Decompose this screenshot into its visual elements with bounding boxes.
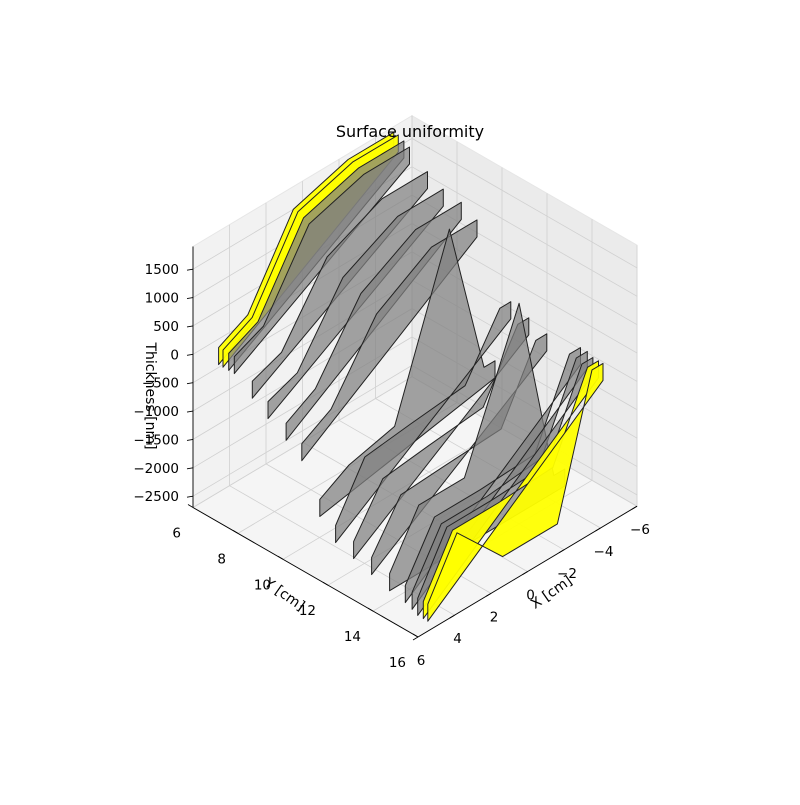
z-tick-label: 1500: [145, 262, 179, 278]
x-tick-mark: [595, 527, 601, 532]
y-axis-label: Y [cm]: [260, 575, 307, 615]
thickness-slab: [301, 219, 478, 462]
z-tick-label: −1000: [133, 404, 179, 420]
z-tick-mark: [186, 438, 194, 441]
z-tick-label: −2500: [133, 489, 179, 505]
z-tick-mark: [186, 410, 194, 413]
z-tick-label: −500: [142, 376, 179, 392]
z-axis-label: Thickness [nm]: [142, 341, 158, 449]
y-tick-mark: [232, 530, 239, 534]
z-tick-label: −1500: [133, 432, 179, 448]
thickness-slab: [319, 228, 496, 517]
x-tick-label: −4: [594, 544, 614, 560]
z-tick-label: 0: [170, 347, 179, 363]
y-tick-mark: [322, 581, 329, 586]
z-tick-mark: [186, 297, 194, 300]
y-tick-mark: [187, 504, 194, 508]
z-tick-mark: [186, 382, 194, 385]
y-tick-label: 10: [254, 577, 271, 593]
x-tick-label: 0: [526, 588, 535, 604]
y-tick-label: 16: [389, 655, 406, 671]
thickness-slab: [233, 146, 410, 375]
z-tick-mark: [186, 467, 194, 470]
x-tick-label: 2: [490, 609, 499, 625]
z-gridline: [192, 336, 638, 469]
y-tick-label: 14: [344, 629, 361, 645]
z-tick-mark: [186, 268, 194, 271]
z-tick-label: −2000: [133, 461, 179, 477]
y-tick-mark: [412, 633, 419, 638]
z-gridline: [192, 137, 638, 270]
thickness-slab: [353, 317, 530, 560]
thickness-slab: [335, 301, 512, 544]
x-axis-label: X [cm]: [528, 573, 575, 613]
x-tick-label: 4: [453, 631, 462, 647]
x-tick-label: 6: [417, 653, 426, 669]
z-tick-mark: [186, 495, 194, 498]
data-slabs: [218, 131, 604, 622]
z-tick-mark: [186, 325, 194, 328]
x-tick-mark: [449, 614, 455, 619]
x-tick-label: −6: [630, 522, 650, 538]
x-tick-mark: [558, 549, 565, 554]
y-tick-mark: [367, 607, 374, 612]
z-tick-mark: [186, 353, 194, 356]
chart-title: Surface uniformity: [336, 122, 484, 141]
x-tick-mark: [485, 593, 492, 597]
x-tick-mark: [522, 571, 528, 575]
y-tick-label: 6: [172, 526, 181, 542]
x-tick-mark: [631, 505, 638, 510]
z-tick-label: 500: [153, 319, 179, 335]
y-tick-label: 8: [217, 551, 226, 567]
tick-labels: −6 −4 −2 0 2 4 6 6 8 10 12 14 16 1500 1000 500 0 −500 −100…: [133, 262, 650, 671]
x-tick-mark: [412, 636, 419, 641]
y-axis-line: [192, 507, 419, 638]
highlight-slab: [427, 362, 604, 622]
x-tick-label: −2: [557, 566, 577, 582]
z-tick-label: 1000: [145, 291, 179, 307]
z-gridline: [192, 166, 638, 298]
y-tick-mark: [277, 555, 284, 560]
y-tick-label: 12: [299, 603, 316, 619]
